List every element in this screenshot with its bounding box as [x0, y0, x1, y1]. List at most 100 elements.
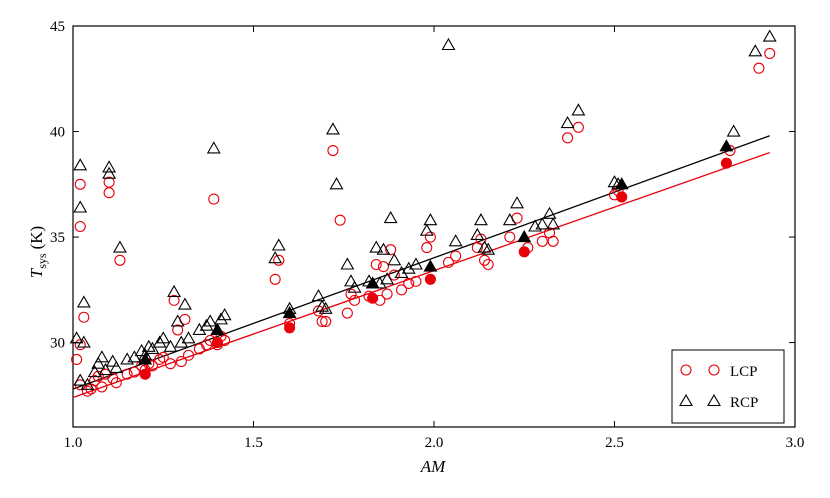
data-point-lcp: [753, 62, 765, 74]
data-point-lcp: [175, 356, 187, 368]
data-point-rcp: [105, 354, 120, 367]
fit-lines: [72, 135, 770, 399]
data-point-rcp: [502, 213, 517, 226]
legend-label-rcp: RCP: [730, 395, 758, 411]
data-point-lcp: [89, 375, 101, 387]
data-point-lcp: [172, 324, 184, 336]
data-point-rcp: [394, 265, 409, 278]
legend-marker-lcp: [708, 364, 720, 376]
data-point-rcp: [481, 242, 496, 255]
fit-point-lcp: [616, 191, 628, 203]
data-point-rcp: [372, 276, 387, 289]
data-point-lcp: [482, 258, 494, 271]
data-point-lcp: [385, 244, 397, 256]
x-axis-label: AM: [420, 457, 446, 476]
data-point-rcp: [76, 335, 91, 348]
y-axis-label-unit: (K): [27, 226, 46, 250]
data-point-rcp: [423, 213, 438, 226]
data-point-rcp: [510, 196, 524, 209]
data-point-rcp: [174, 335, 189, 348]
data-point-lcp: [547, 235, 559, 247]
x-tick-label: 1.5: [244, 435, 263, 451]
fit-point-lcp: [518, 246, 530, 258]
data-point-rcp: [419, 223, 434, 236]
data-point-rcp: [470, 227, 485, 240]
data-point-rcp: [73, 373, 88, 386]
legend-marker-rcp: [679, 393, 693, 407]
data-point-rcp: [109, 360, 124, 373]
data-point-lcp: [164, 358, 177, 370]
data-point-rcp: [141, 339, 156, 352]
data-point-lcp: [146, 360, 158, 372]
data-point-rcp: [748, 44, 763, 57]
fit-point-lcp: [424, 273, 436, 285]
x-tick-label: 3.0: [786, 435, 805, 451]
data-point-lcp: [562, 132, 574, 144]
y-axis-label: Tsys (K): [27, 226, 49, 278]
data-point-lcp: [128, 366, 140, 378]
data-point-lcp: [377, 261, 390, 273]
fit-point-rcp: [719, 139, 734, 152]
legend-marker-lcp: [680, 364, 692, 376]
legend-item-lcp: [680, 364, 720, 376]
data-point-rcp: [318, 301, 333, 314]
data-point-rcp: [387, 253, 402, 266]
data-point-lcp: [103, 176, 115, 188]
legend: LCP RCP: [671, 349, 785, 424]
data-point-lcp: [478, 254, 491, 266]
data-point-rcp: [383, 210, 398, 224]
data-point-rcp: [152, 335, 167, 348]
data-point-rcp: [477, 240, 492, 253]
data-point-rcp: [560, 115, 575, 129]
data-point-lcp: [381, 288, 393, 300]
data-point-lcp: [327, 144, 339, 157]
data-point-rcp: [726, 124, 741, 137]
data-point-lcp: [269, 273, 281, 285]
legend-item-rcp: [679, 393, 721, 407]
fit-point-lcp: [139, 368, 151, 380]
data-point-rcp: [607, 175, 622, 188]
data-point-rcp: [98, 362, 113, 376]
data-point-lcp: [110, 377, 122, 389]
data-point-rcp: [535, 217, 550, 230]
legend-marker-rcp: [707, 393, 721, 407]
data-point-lcp: [370, 258, 382, 271]
data-point-rcp: [156, 331, 171, 344]
fit-point-lcp: [284, 322, 296, 334]
data-point-lcp: [410, 275, 422, 287]
data-point-rcp: [311, 289, 326, 302]
data-point-rcp: [271, 238, 286, 251]
data-point-lcp: [320, 315, 332, 328]
data-point-lcp: [349, 294, 361, 306]
data-point-rcp: [217, 308, 232, 321]
axis-ticks: [72, 25, 796, 427]
data-point-lcp: [74, 339, 86, 351]
data-point-lcp: [273, 254, 285, 266]
fit-point-rcp: [517, 229, 532, 243]
data-point-lcp: [536, 235, 548, 247]
data-point-lcp: [504, 231, 516, 243]
x-tick-label: 1.0: [64, 435, 83, 451]
data-point-rcp: [199, 318, 214, 331]
data-point-rcp: [102, 166, 117, 179]
fit-point-rcp: [210, 322, 225, 335]
data-point-rcp: [73, 200, 88, 213]
data-point-lcp: [74, 220, 86, 233]
data-point-rcp: [409, 257, 423, 270]
fit-point-rcp: [282, 305, 297, 319]
data-point-rcp: [203, 314, 218, 327]
data-point-lcp: [764, 47, 776, 59]
data-point-rcp: [546, 217, 561, 230]
data-point-lcp: [78, 311, 90, 323]
data-point-lcp: [421, 242, 433, 254]
fit-point-rcp: [614, 177, 629, 190]
data-point-rcp: [181, 331, 196, 344]
data-point-rcp: [571, 103, 586, 116]
data-point-rcp: [91, 356, 106, 369]
data-point-lcp: [114, 254, 126, 266]
data-point-rcp: [76, 295, 91, 308]
data-point-lcp: [157, 351, 169, 363]
data-point-rcp: [762, 29, 777, 42]
data-point-rcp: [80, 377, 95, 390]
data-point-rcp: [73, 158, 88, 171]
